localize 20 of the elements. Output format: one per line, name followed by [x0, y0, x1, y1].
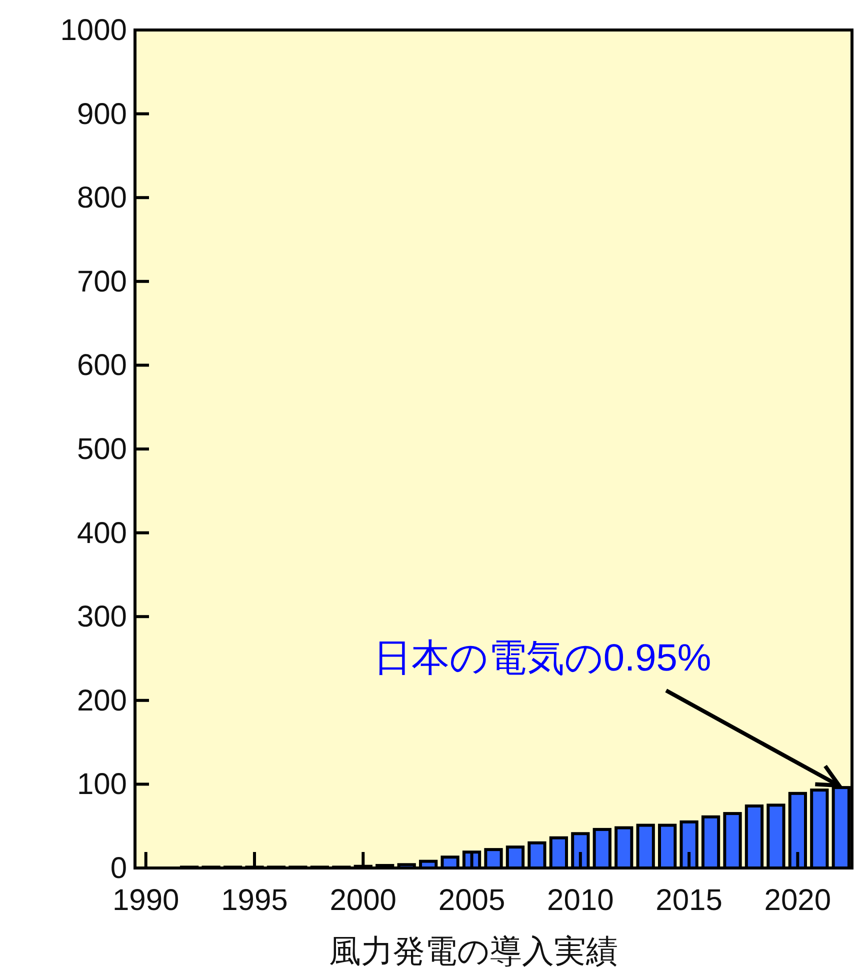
y-tick-label: 0 — [110, 852, 127, 885]
y-tick-label: 100 — [76, 768, 127, 802]
x-axis-title: 風力発電の導入実績 — [329, 933, 618, 969]
x-tick-label: 2005 — [438, 884, 506, 917]
x-tick-label: 1995 — [221, 884, 288, 917]
y-tick-label: 400 — [76, 516, 127, 550]
y-tick-label: 600 — [76, 349, 127, 382]
annotation: 日本の電気の0.95% — [373, 638, 712, 680]
y-tick-label: 200 — [76, 684, 127, 718]
x-tick-label: 1990 — [112, 884, 180, 917]
y-tick-label: 800 — [76, 182, 127, 215]
y-tick-label: 700 — [76, 265, 127, 298]
x-tick-label: 2000 — [330, 884, 397, 917]
x-tick-label: 2015 — [656, 884, 722, 917]
y-tick-label: 900 — [76, 98, 127, 131]
y-tick-label: 300 — [76, 600, 127, 634]
x-tick-label: 2020 — [764, 884, 832, 917]
y-tick-label: 1000 — [60, 14, 127, 47]
y-tick-label: 500 — [76, 433, 127, 466]
x-tick-label: 2010 — [547, 884, 614, 917]
